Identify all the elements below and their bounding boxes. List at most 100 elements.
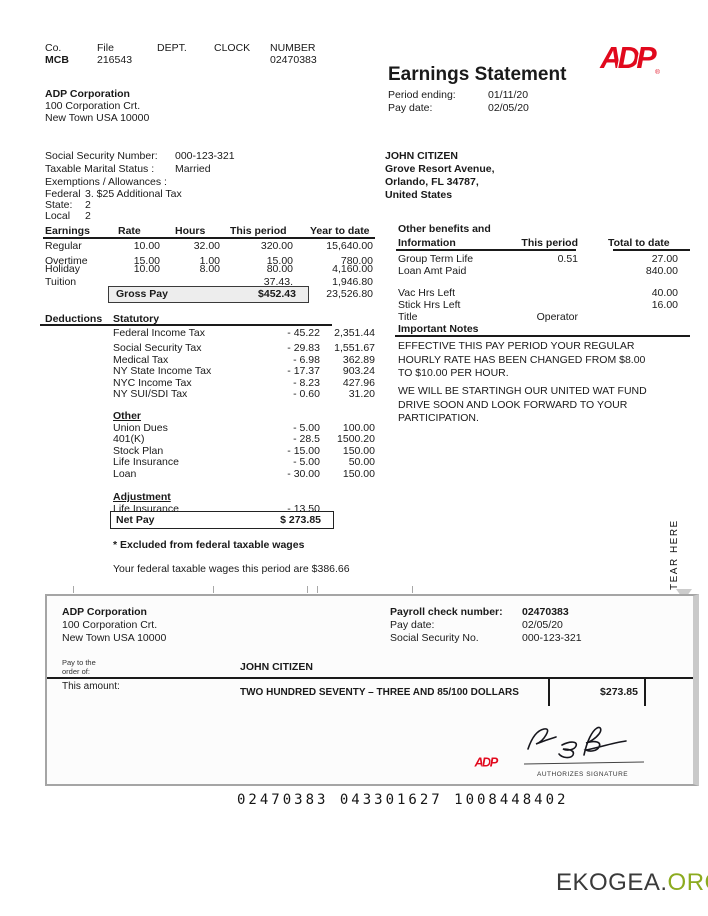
earning-ytd: 780.00 <box>340 255 373 267</box>
deduction-row: NYC Income Tax - 8.23 427.96 <box>45 377 375 390</box>
earning-period: 15.00 <box>266 255 293 267</box>
deductions-title: Deductions <box>45 313 103 325</box>
benefits-header-rule-right <box>613 249 690 251</box>
federal-label: Federal <box>45 188 81 200</box>
deductions-header-rule <box>40 324 332 326</box>
earnings-row: Regular 10.00 32.00 320.00 15,640.00 <box>45 240 375 253</box>
employee-address2: Orlando, FL 34787, <box>385 176 479 188</box>
amount-label: This amount: <box>62 681 120 692</box>
benefit-period: 0.51 <box>557 253 578 265</box>
important-notes-title: Important Notes <box>398 323 479 335</box>
deduction-period: - 5.00 <box>293 422 320 434</box>
benefit-total: 16.00 <box>651 299 678 311</box>
clock-label: CLOCK <box>214 42 251 54</box>
benefits-title-line1: Other benefits and <box>398 223 491 235</box>
dept-label: DEPT. <box>157 42 187 54</box>
deduction-period: - 5.00 <box>293 456 320 468</box>
benefit-row: Vac Hrs Left 40.00 <box>398 287 690 300</box>
earning-name: Holiday <box>45 263 81 275</box>
deduction-period: - 8.23 <box>293 377 320 389</box>
file-label: File <box>97 42 114 54</box>
ssn-value: 000-123-321 <box>175 150 235 162</box>
amount-box-right-rule <box>644 677 646 706</box>
earning-rate: 10.00 <box>133 263 160 275</box>
company-name: ADP Corporation <box>45 88 130 100</box>
benefit-period: Operator <box>536 311 578 323</box>
deduction-ytd: 1,551.67 <box>334 342 375 354</box>
gross-pay-ytd: 23,526.80 <box>326 288 373 300</box>
earning-period: 320.00 <box>260 240 293 252</box>
ytd-col-header: Year to date <box>310 225 370 237</box>
state-label: State: <box>45 199 73 211</box>
marital-value: Married <box>175 163 211 175</box>
marital-label: Taxable Marital Status : <box>45 163 155 175</box>
check-ssn-label: Social Security No. <box>390 632 479 644</box>
earning-period: 80.00 <box>266 263 293 275</box>
adp-small-letter-a: A <box>474 755 484 770</box>
check-payee-name: JOHN CITIZEN <box>240 661 313 673</box>
deduction-ytd: 1500.20 <box>337 433 375 445</box>
signature-icon <box>518 715 653 772</box>
deduction-name: NY State Income Tax <box>113 365 212 377</box>
period-ending-value: 01/11/20 <box>488 89 529 101</box>
deduction-row: Stock Plan - 15.00 150.00 <box>45 445 375 458</box>
paycheck <box>45 594 699 786</box>
earning-hours: 32.00 <box>193 240 220 252</box>
check-ssn-value: 000-123-321 <box>522 632 582 644</box>
micr-line: 02470383 043301627 1008448402 <box>237 792 569 808</box>
deduction-ytd: 100.00 <box>342 422 375 434</box>
net-pay-label: Net Pay <box>116 513 155 526</box>
deduction-period: - 45.22 <box>287 327 320 339</box>
benefits-total-header: Total to date <box>608 237 670 249</box>
earnings-row: Overtime 15.00 1.00 15.00 780.00 <box>45 255 375 268</box>
number-label: NUMBER <box>270 42 316 54</box>
deduction-period: - 28.5 <box>293 433 320 445</box>
deduction-period: - 6.98 <box>293 354 320 366</box>
net-pay-box: Net Pay $ 273.85 <box>110 511 334 529</box>
rate-col-header: Rate <box>118 225 141 237</box>
payroll-check-number-value: 02470383 <box>522 606 569 618</box>
deduction-name: Union Dues <box>113 422 168 434</box>
gross-pay-box: Gross Pay $452.43 <box>108 286 309 303</box>
deduction-name: NY SUI/SDI Tax <box>113 388 188 400</box>
adp-small-letter-p: P <box>490 755 499 770</box>
benefits-title-line2: Information <box>398 237 456 249</box>
other-deductions-title: Other <box>113 410 142 422</box>
local-label: Local <box>45 210 71 222</box>
ekogea-brand-dark: EKOGEA. <box>556 869 668 896</box>
company-address1: 100 Corporation Crt. <box>45 100 141 112</box>
note-paragraph-1: EFFECTIVE THIS PAY PERIOD YOUR REGULAR H… <box>398 340 646 379</box>
adp-logo-letter-p: P <box>636 41 657 75</box>
deduction-row: Social Security Tax - 29.83 1,551.67 <box>45 342 375 355</box>
important-notes-rule <box>395 335 690 337</box>
deduction-ytd: 2,351.44 <box>334 327 375 339</box>
check-company-address1: 100 Corporation Crt. <box>62 619 158 631</box>
check-payee-rule <box>47 677 693 679</box>
earnings-row: Holiday 10.00 8.00 80.00 4,160.00 <box>45 263 375 276</box>
benefits-header-rule-left <box>396 249 576 251</box>
ekogea-brand-green: ORG <box>667 869 708 896</box>
deduction-period: - 30.00 <box>287 468 320 480</box>
deduction-row: Loan - 30.00 150.00 <box>45 468 375 481</box>
ekogea-brand: EKOGEA.ORG <box>556 869 708 897</box>
deduction-ytd: 903.24 <box>342 365 375 377</box>
earnings-col-header: Earnings <box>45 225 90 237</box>
earnings-header-rule <box>43 237 375 239</box>
earning-hours: 1.00 <box>199 255 220 267</box>
employee-address1: Grove Resort Avenue, <box>385 163 495 175</box>
deduction-row: NY State Income Tax - 17.37 903.24 <box>45 365 375 378</box>
authorizes-signature-caption: AUTHORIZES SIGNATURE <box>537 771 629 778</box>
co-value: MCB <box>45 54 69 66</box>
adjustment-title: Adjustment <box>113 491 171 503</box>
deduction-row: Union Dues - 5.00 100.00 <box>45 422 375 435</box>
benefit-name: Vac Hrs Left <box>398 287 455 299</box>
hours-col-header: Hours <box>175 225 206 237</box>
deduction-name: Life Insurance <box>113 456 179 468</box>
footnote-excluded: * Excluded from federal taxable wages <box>113 539 305 551</box>
earning-ytd: 15,640.00 <box>326 240 373 252</box>
amount-box-left-rule <box>548 677 550 706</box>
deduction-row: 401(K) - 28.5 1500.20 <box>45 433 375 446</box>
earnings-row: Tuition 37.43. 1,946.80 <box>45 276 375 289</box>
gross-pay-value: $452.43 <box>258 288 296 300</box>
